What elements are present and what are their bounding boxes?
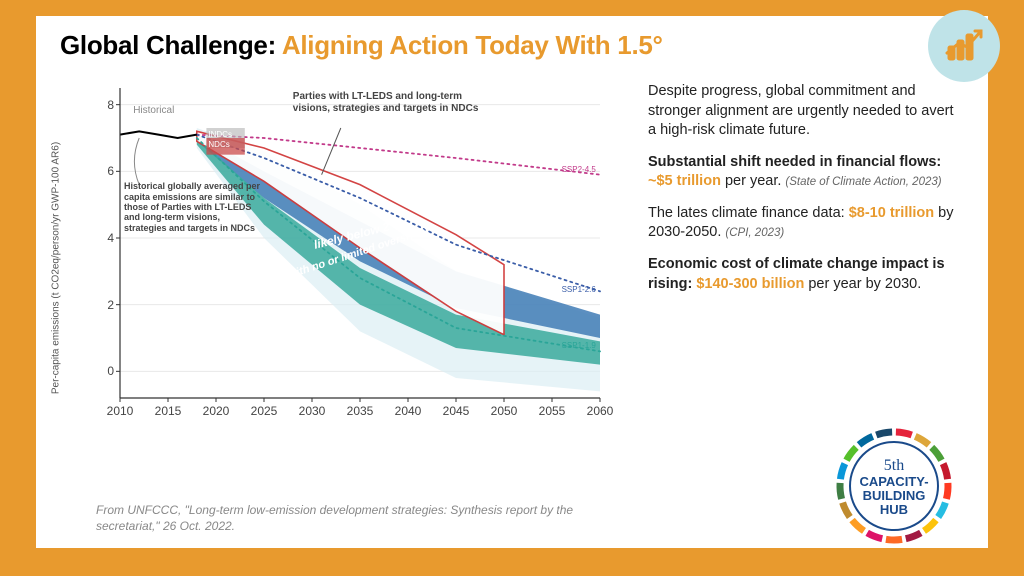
body-text: Despite progress, global commitment and …: [648, 82, 960, 306]
body-p1: Despite progress, global commitment and …: [648, 82, 960, 141]
page-title: Global Challenge: Aligning Action Today …: [60, 30, 663, 61]
svg-text:CAPACITY-: CAPACITY-: [859, 474, 928, 489]
chart-svg: [60, 78, 620, 418]
body-p2: Substantial shift needed in financial fl…: [648, 153, 960, 192]
body-p3: The lates climate finance data: $8-10 tr…: [648, 204, 960, 243]
title-accent: Aligning Action Today With 1.5°: [282, 30, 663, 60]
source-citation: From UNFCCC, "Long-term low-emission dev…: [96, 502, 596, 534]
svg-text:BUILDING: BUILDING: [863, 488, 926, 503]
growth-chart-icon: [928, 10, 1000, 82]
hub-badge: 5th CAPACITY- BUILDING HUB: [830, 422, 958, 550]
emissions-chart: Per-capita emissions (t CO2eq/person/yr …: [60, 78, 620, 458]
body-p4: Economic cost of climate change impact i…: [648, 255, 960, 294]
svg-text:5th: 5th: [884, 457, 904, 474]
slide-card: Global Challenge: Aligning Action Today …: [36, 16, 988, 548]
title-lead: Global Challenge:: [60, 30, 282, 60]
svg-text:HUB: HUB: [880, 502, 908, 517]
y-axis-label: Per-capita emissions (t CO2eq/person/yr …: [51, 142, 62, 394]
